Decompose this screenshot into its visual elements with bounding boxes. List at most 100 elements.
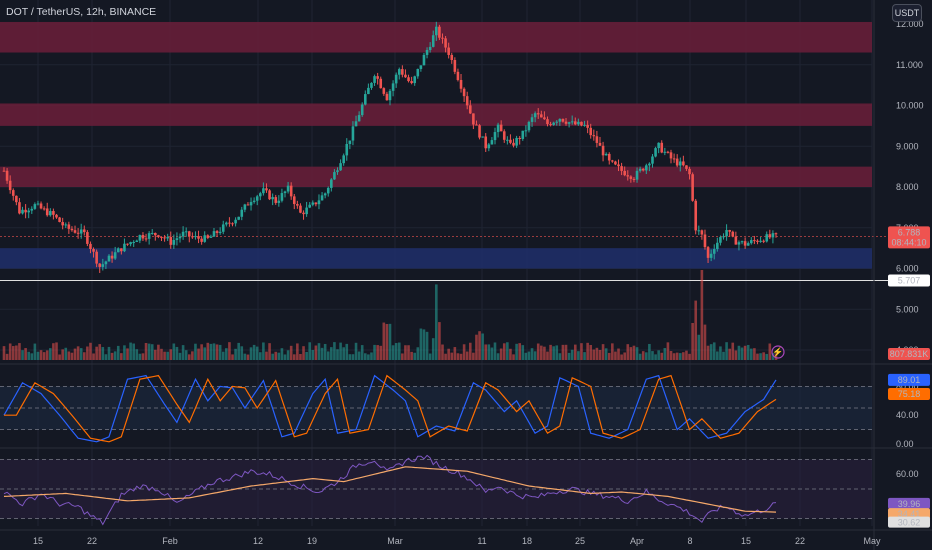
candle-body: [228, 222, 231, 224]
candle-body: [490, 140, 494, 145]
candle-body: [299, 205, 302, 213]
candle-body: [685, 165, 688, 169]
candle-body: [333, 172, 336, 180]
candle-body: [682, 161, 685, 166]
stoch-k-badge: [888, 373, 930, 386]
currency-button[interactable]: USDT: [892, 4, 922, 22]
candle-body: [36, 203, 40, 205]
volume-bar: [120, 353, 123, 360]
volume-bar: [746, 344, 750, 360]
candle-body: [527, 121, 531, 131]
volume-bar: [478, 331, 481, 360]
candle-body: [308, 204, 312, 208]
volume-bar: [240, 346, 244, 360]
candle-body: [641, 168, 645, 171]
current-price-badge-text: 6.788: [898, 227, 921, 237]
candle-body: [728, 230, 731, 232]
volume-bar: [654, 354, 657, 360]
volume-bar: [348, 354, 352, 360]
level-badge: [888, 274, 930, 287]
volume-bar: [607, 352, 611, 360]
candle-body: [397, 69, 401, 75]
volume-bar: [629, 347, 633, 360]
candle-body: [5, 170, 9, 181]
volume-bar: [292, 354, 296, 360]
candle-body: [234, 219, 237, 224]
volume-bar: [651, 351, 654, 360]
volume-bar: [404, 345, 407, 360]
volume-bar: [506, 342, 509, 360]
candle-body: [762, 240, 765, 242]
candle-body: [694, 200, 698, 231]
candle-body: [419, 65, 423, 69]
candle-body: [604, 153, 608, 156]
candle-body: [447, 47, 450, 55]
volume-bar: [234, 348, 237, 360]
volume-bar: [209, 343, 213, 360]
volume-bar: [104, 354, 108, 360]
candle-body: [194, 236, 197, 238]
current-price-badge: [888, 226, 930, 249]
stoch-d-line: [4, 374, 777, 443]
candle-body: [737, 242, 741, 245]
candle-body: [487, 144, 491, 149]
candle-body: [268, 190, 271, 200]
candle-body: [2, 170, 6, 172]
volume-bar: [512, 354, 515, 360]
candle-body: [132, 241, 135, 243]
volume-bar: [675, 352, 679, 360]
volume-bar: [546, 351, 549, 360]
candle-body: [262, 188, 265, 194]
candle-body: [703, 234, 707, 248]
candle-body: [453, 60, 457, 72]
candle-body: [15, 195, 18, 203]
volume-bar: [268, 343, 271, 360]
candle-body: [611, 160, 614, 162]
candle-body: [39, 203, 43, 209]
volume-bar: [490, 347, 494, 360]
candle-body: [292, 196, 296, 205]
candle-body: [187, 231, 191, 237]
candle-body: [564, 121, 568, 124]
volume-bar: [160, 348, 163, 360]
volume-bar: [271, 353, 274, 360]
candle-body: [42, 208, 46, 210]
candle-body: [468, 105, 472, 114]
candle-body: [493, 132, 497, 141]
volume-bar: [678, 353, 682, 360]
candle-body: [283, 191, 287, 194]
volume-bar: [197, 348, 200, 360]
stoch-tick-label: 40.00: [896, 410, 919, 420]
volume-bar: [394, 343, 398, 360]
x-tick-label: 22: [795, 536, 805, 546]
volume-bar: [648, 343, 651, 360]
candle-body: [49, 211, 52, 216]
volume-bar: [663, 348, 667, 360]
candle-body: [444, 38, 447, 48]
candle-body: [706, 247, 710, 258]
volume-bar: [481, 333, 484, 360]
volume-bar: [49, 348, 52, 360]
volume-bar: [382, 322, 386, 360]
volume-bar: [496, 353, 500, 360]
volume-bar: [379, 345, 383, 360]
candle-body: [719, 237, 722, 243]
candle-body: [218, 231, 222, 233]
volume-bar: [280, 348, 284, 360]
volume-bar: [716, 351, 719, 360]
candle-body: [598, 142, 602, 146]
resistance-zone: [0, 103, 872, 126]
candle-body: [271, 197, 274, 200]
candle-body: [79, 229, 83, 234]
candle-body: [265, 188, 268, 191]
candle-body: [107, 255, 111, 262]
volume-bar: [595, 347, 599, 360]
volume-bar: [558, 353, 562, 360]
volume-bar: [611, 343, 614, 360]
candle-body: [558, 118, 562, 122]
candle-body: [11, 190, 15, 196]
volume-bar: [743, 345, 747, 360]
volume-bar: [36, 351, 40, 360]
candle-body: [533, 113, 537, 118]
